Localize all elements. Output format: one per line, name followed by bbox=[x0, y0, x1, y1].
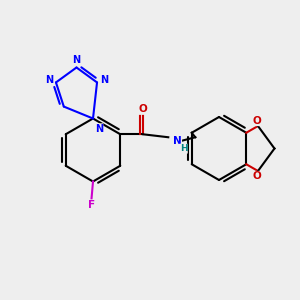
Text: H: H bbox=[180, 144, 187, 153]
Text: O: O bbox=[252, 116, 261, 126]
Text: F: F bbox=[88, 200, 95, 210]
Text: N: N bbox=[100, 75, 108, 85]
Text: N: N bbox=[173, 136, 182, 146]
Text: N: N bbox=[72, 55, 81, 65]
Text: O: O bbox=[252, 171, 261, 182]
Text: O: O bbox=[138, 104, 147, 114]
Text: N: N bbox=[95, 124, 103, 134]
Text: N: N bbox=[45, 75, 53, 85]
